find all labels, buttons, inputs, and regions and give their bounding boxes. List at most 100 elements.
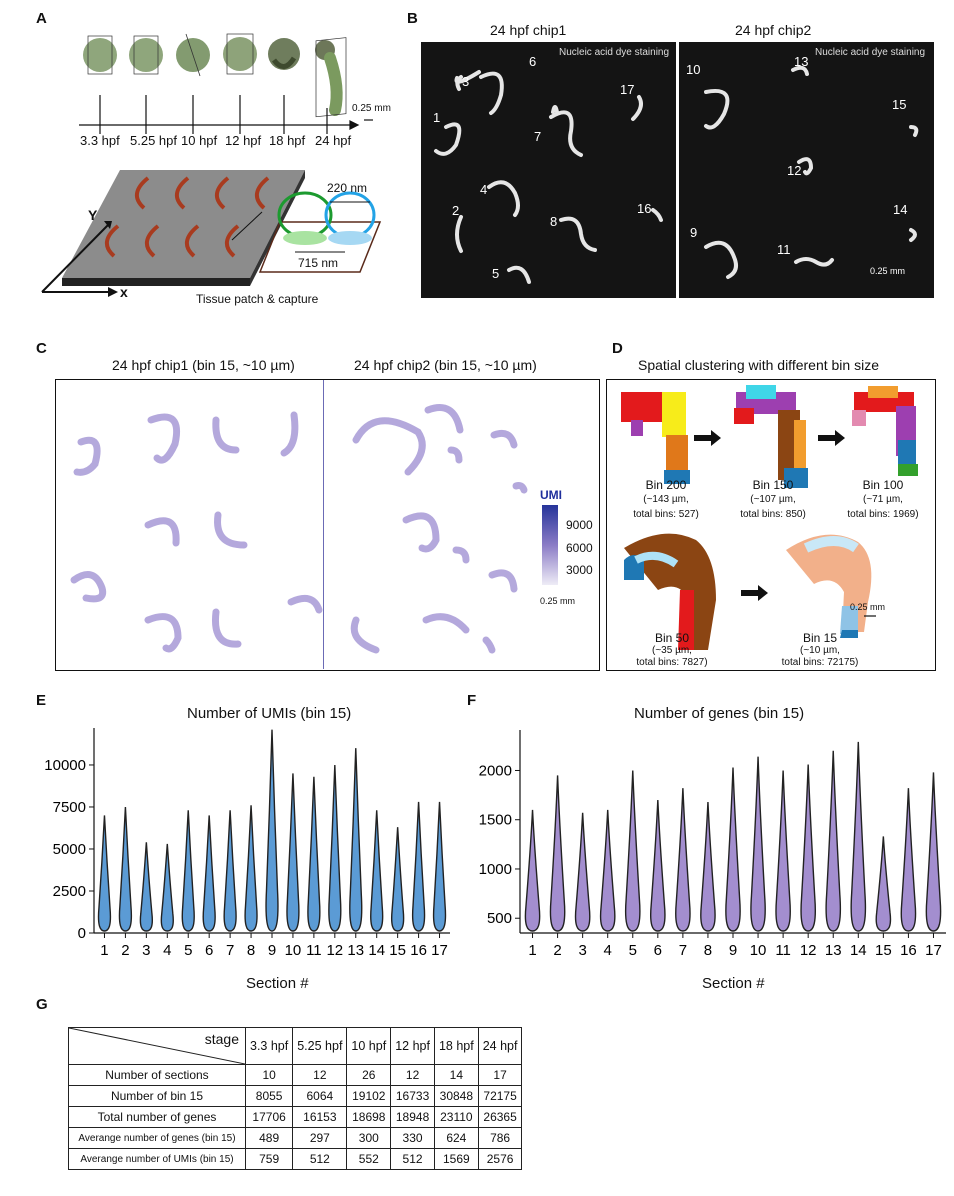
x-tick-label: 7 [679,942,687,959]
tissue-caption: Tissue patch & capture [196,292,319,306]
x-tick-label: 15 [875,942,892,959]
violin-6 [202,815,216,932]
x-tick-label: 2 [121,942,129,959]
violin-9 [725,767,741,932]
violin-12 [800,764,816,932]
chip1-title: 24 hpf chip1 [490,22,567,38]
violin-8 [700,801,716,932]
panel-label-g: G [36,996,48,1013]
violin-6 [650,799,666,932]
table-row: Averange number of UMIs (bin 15) 759 512… [68,1148,523,1170]
violin-10 [750,756,766,932]
violin-3 [139,842,153,932]
violin-1 [97,815,112,932]
table-cell: 18698 [346,1106,392,1128]
stain-label-1: Nucleic acid dye staining [559,47,670,58]
violin-9 [265,729,279,932]
violin-16 [411,801,426,932]
chip-sections [434,65,919,284]
row-label: Total number of genes [68,1106,246,1128]
y-tick-label: 5000 [53,841,86,858]
x-tick-label: 16 [900,942,917,959]
x-tick-label: 1 [528,942,536,959]
violin-8 [244,805,258,932]
table-cell: 17 [477,1064,523,1086]
violin-11 [307,776,321,932]
umi-scale-label: 0.25 mm [540,596,576,606]
violin-14 [850,741,867,932]
x-tick-label: 12 [800,942,817,959]
chart-e-title: Number of UMIs (bin 15) [187,705,352,722]
stage-header: 10 hpf [346,1027,392,1065]
table-cell: 300 [346,1127,392,1149]
embryo-images [83,33,347,118]
table-cell: 16153 [292,1106,348,1128]
bin200-map [621,392,690,484]
panel-d-frame [606,379,936,671]
violin-2 [549,775,566,932]
table-cell: 8055 [244,1085,294,1107]
x-tick-label: 9 [729,942,737,959]
x-tick-label: 3 [142,942,150,959]
y-tick-label: 7500 [53,799,86,816]
stage-label: 5.25 hpf [130,133,177,148]
table-cell: 72175 [477,1085,523,1107]
violin-15 [875,836,892,932]
section-num: 2 [452,203,460,218]
section-num: 15 [892,97,907,112]
violin-16 [900,788,917,932]
y-tick-label: 1500 [479,812,512,829]
x-tick-label: 11 [775,942,791,959]
green-spot [277,191,333,239]
x-tick-label: 11 [306,942,322,959]
x-tick-label: 14 [850,942,867,959]
panel-label-a: A [36,10,47,27]
section-num: 16 [637,201,652,216]
violin-14 [370,810,384,932]
chip-scale-label: 0.25 mm [870,266,906,276]
violin-2 [118,806,133,932]
y-tick-label: 10000 [44,757,86,774]
table-cell: 17706 [244,1106,294,1128]
table-cell: 512 [292,1148,348,1170]
bin50-name: Bin 50 [654,631,690,645]
x-tick-label: 17 [431,942,448,959]
section-num: 7 [534,129,542,144]
x-tick-label: 4 [163,942,171,959]
chip2-title: 24 hpf chip2 [735,22,812,38]
table-cell: 12 [390,1064,435,1086]
x-tick-label: 7 [226,942,234,959]
table-cell: 26365 [477,1106,523,1128]
bin150-total: total bins: 850) [740,509,806,520]
row-label: Averange number of genes (bin 15) [68,1127,246,1149]
table-cell: 512 [390,1148,435,1170]
x-tick-label: 10 [285,942,302,959]
stage-header: 18 hpf [433,1027,479,1065]
bin150-size: (~107 µm, [750,494,796,505]
umi-sections [70,404,528,654]
stage-header: 5.25 hpf [292,1027,348,1065]
section-num: 9 [690,225,698,240]
chip2-bin-title: 24 hpf chip2 (bin 15, ~10 µm) [354,357,537,373]
x-tick-label: 13 [347,942,364,959]
axis-x-label: x [120,284,128,300]
chip1-image [421,42,676,298]
chart-f-title: Number of genes (bin 15) [634,705,805,722]
x-tick-label: 2 [553,942,561,959]
violin-17 [432,801,447,932]
x-tick-label: 5 [629,942,637,959]
row-label: Number of bin 15 [68,1085,246,1107]
violin-10 [286,773,300,932]
umi-tick: 3000 [566,563,593,577]
violin-4 [599,809,616,932]
bin15-size: (~10 µm, [800,645,840,656]
table-cell: 1569 [433,1148,479,1170]
bin200-size: (~143 µm, [643,494,689,505]
violin-15 [391,827,405,932]
panel-c-frame [55,379,600,671]
corner-diagonal [69,1028,245,1064]
bin100-total: total bins: 1969) [847,509,919,520]
section-num: 17 [620,82,635,97]
umi-legend-title: UMI [540,488,562,502]
x-tick-label: 4 [604,942,612,959]
